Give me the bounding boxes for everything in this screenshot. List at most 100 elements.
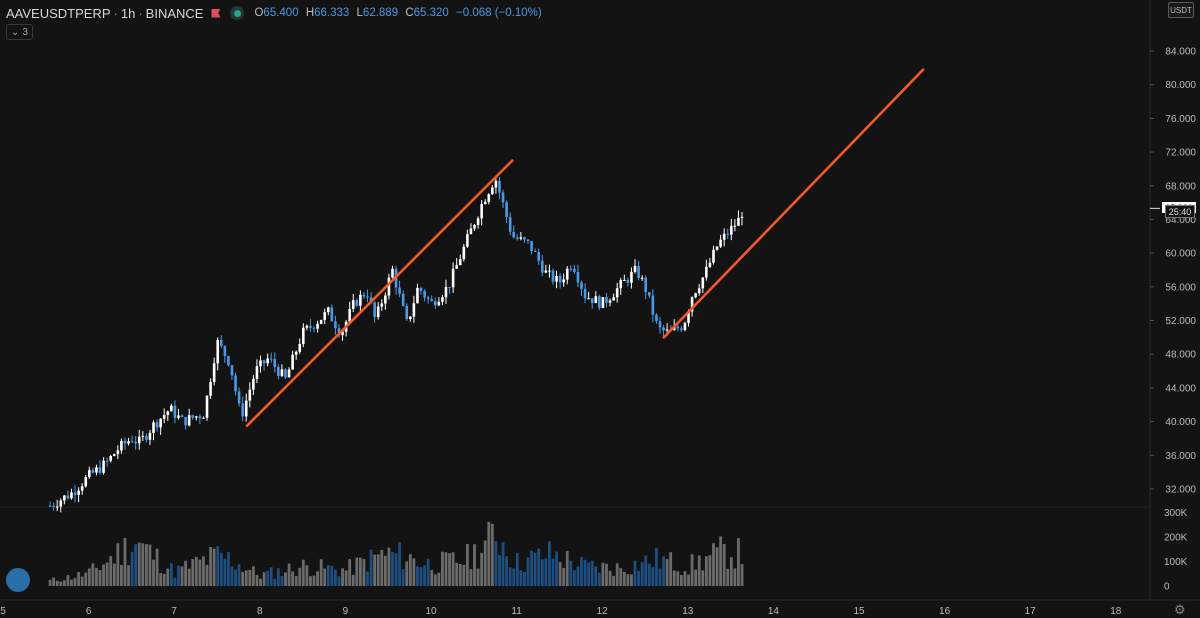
volume-bar: [533, 552, 537, 586]
volume-bar: [148, 544, 152, 586]
volume-series: [48, 521, 744, 586]
candle-up: [708, 262, 712, 267]
symbol-name[interactable]: AAVEUSDTPERP: [6, 5, 111, 21]
candle-up: [63, 495, 66, 501]
candle-up: [287, 369, 291, 378]
volume-bar: [704, 556, 708, 586]
volume-bar: [155, 548, 159, 586]
red-flag-icon[interactable]: [211, 8, 221, 18]
volume-bar: [344, 570, 348, 586]
time-tick-label: 5: [0, 606, 6, 617]
time-axis[interactable]: 5 6 7 8 9 10 11 12 13 14 15 16 17 18: [0, 606, 1122, 617]
volume-bar: [112, 563, 116, 586]
currency-button[interactable]: USDT: [1168, 2, 1194, 18]
volume-bar: [601, 562, 605, 586]
candle-up: [127, 441, 130, 444]
symbol-legend[interactable]: AAVEUSDTPERP · 1h · BINANCE O65.400 H66.…: [6, 4, 546, 22]
time-tick-label: 17: [1025, 606, 1037, 617]
candle-down: [598, 296, 601, 308]
candle-up: [615, 288, 619, 298]
volume-bar: [77, 572, 81, 586]
candle-down: [448, 286, 451, 288]
volume-bar: [120, 564, 123, 586]
volume-bar: [416, 566, 419, 586]
volume-bar: [91, 563, 95, 586]
volume-bar: [369, 549, 373, 586]
price-tick-label: 44.000: [1165, 383, 1196, 394]
time-tick-label: 15: [853, 606, 865, 617]
volume-bar: [80, 576, 84, 586]
candle-up: [494, 180, 498, 188]
candle-up: [701, 277, 705, 289]
candle-down: [430, 299, 434, 302]
candle-up: [594, 296, 598, 304]
candle-up: [259, 360, 262, 367]
volume-bar: [737, 538, 740, 586]
volume-bar: [144, 544, 148, 586]
candle-up: [55, 506, 59, 508]
gear-icon[interactable]: ⚙: [1174, 602, 1186, 617]
candle-down: [198, 416, 202, 419]
volume-bar: [291, 571, 295, 586]
volume-bar: [130, 551, 134, 586]
trendline-1[interactable]: [245, 159, 514, 428]
volume-bar: [612, 575, 616, 586]
price-tick-label: 84.000: [1165, 47, 1196, 58]
volume-bar: [387, 547, 391, 586]
candle-down: [173, 405, 177, 418]
volume-bar: [590, 560, 594, 586]
candle-down: [505, 202, 508, 218]
candle-up: [705, 266, 708, 278]
candle-down: [134, 441, 137, 444]
candle-up: [202, 417, 205, 419]
candle-down: [52, 505, 55, 507]
time-tick-label: 11: [511, 606, 522, 617]
volume-bar: [269, 567, 273, 586]
candle-down: [241, 403, 244, 417]
candle-down: [309, 325, 312, 328]
volume-bar: [70, 579, 73, 586]
candle-up: [116, 450, 120, 455]
candle-up: [722, 233, 726, 240]
volume-bar: [697, 555, 701, 586]
candle-down: [658, 321, 662, 328]
candle-up: [212, 363, 216, 382]
candle-up: [141, 435, 145, 437]
volume-bar: [715, 547, 719, 586]
trendline-2[interactable]: [662, 68, 925, 339]
volume-bar: [219, 552, 223, 586]
volume-bar: [55, 580, 59, 586]
volume-bar: [576, 566, 580, 586]
candle-down: [655, 314, 658, 322]
price-axis[interactable]: 84.000 80.000 76.000 72.000 68.000 64.000 60.0…: [1150, 47, 1196, 496]
price-tick-label: 48.000: [1165, 350, 1196, 361]
tradingview-cloud-logo-icon[interactable]: [6, 568, 30, 592]
volume-bar: [358, 557, 362, 586]
volume-bar: [259, 578, 262, 586]
time-tick-label: 8: [257, 606, 263, 617]
volume-bar: [448, 553, 451, 586]
volume-bar: [597, 572, 601, 586]
candle-down: [508, 217, 512, 232]
candle-down: [605, 297, 608, 303]
candle-down: [526, 239, 530, 242]
price-tick-label: 80.000: [1165, 80, 1196, 91]
volume-bar: [540, 559, 544, 586]
volume-bar: [109, 556, 113, 586]
volume-bar: [526, 557, 530, 586]
trendlines[interactable]: [245, 68, 925, 428]
candle-down: [530, 241, 533, 251]
volume-bar: [62, 580, 66, 586]
candle-up: [715, 246, 719, 250]
interval[interactable]: 1h: [120, 5, 136, 21]
open-label: O: [254, 7, 264, 19]
indicators-collapse-button[interactable]: ⌄ 3: [6, 24, 33, 40]
volume-axis: 300K 200K 100K 0: [1164, 508, 1188, 593]
volume-bar: [248, 569, 252, 586]
volume-bar: [105, 562, 109, 586]
volume-bar: [294, 575, 298, 586]
candle-down: [48, 505, 52, 507]
volume-bar: [287, 563, 291, 586]
candle-up: [159, 418, 162, 428]
